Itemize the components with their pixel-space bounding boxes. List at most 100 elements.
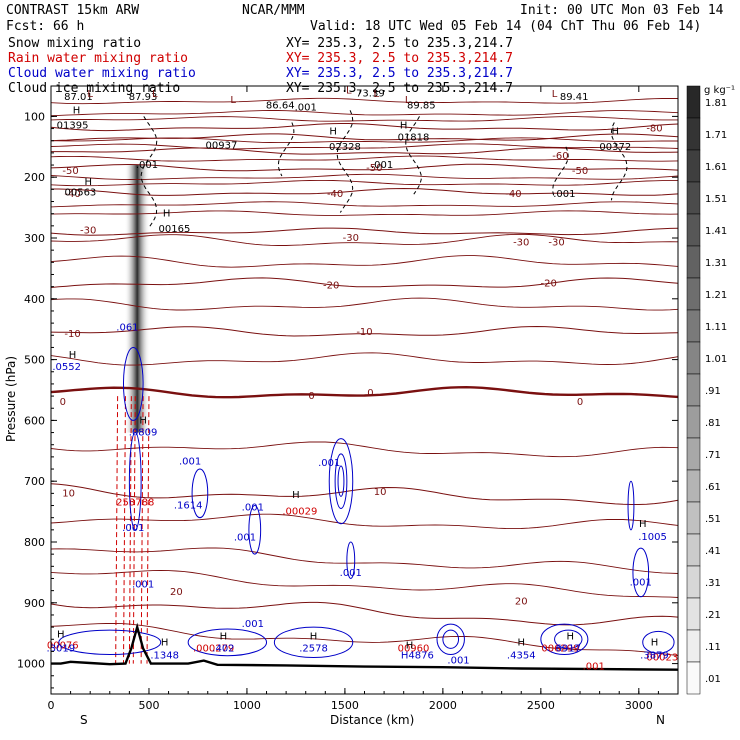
- colorbar-tick-label: .01: [705, 674, 721, 685]
- isotherm-aux: [51, 513, 678, 530]
- rain-label: 00960: [398, 643, 430, 654]
- isotherm-aux: [51, 110, 678, 117]
- y-tick-label: 700: [24, 475, 45, 488]
- temperature-label: 0: [367, 388, 373, 399]
- x-tick-label: 1500: [331, 699, 359, 712]
- temperature-label: -30: [80, 226, 96, 237]
- high-marker: H: [651, 637, 659, 648]
- colorbar-tick-label: 1.41: [705, 226, 727, 237]
- isotherm-aux: [51, 622, 678, 657]
- high-marker: H: [566, 631, 574, 642]
- colorbar-bin: [686, 437, 701, 471]
- cloud-water-label: .001: [318, 458, 340, 469]
- isotherm-aux: [51, 137, 678, 144]
- rain-contour: [140, 396, 144, 664]
- rain-contour: [128, 396, 132, 664]
- rain-contour: [122, 396, 126, 664]
- cloud-ice-contour: [610, 122, 628, 201]
- cloud-water-contour: [632, 547, 650, 598]
- cloud-water-label: .001: [447, 656, 469, 667]
- isotherm-aux: [51, 570, 678, 598]
- high-marker: H: [400, 121, 408, 132]
- cloud-water-contour: [337, 465, 345, 497]
- cloud-water-label: .2578: [299, 643, 328, 654]
- temperature-label: -20: [323, 280, 339, 291]
- temperature-label: 10: [62, 488, 75, 499]
- colorbar-tick-label: 1.21: [705, 290, 727, 301]
- cloud-ice-label: 01818: [398, 133, 430, 144]
- colorbar-bin: [686, 661, 701, 695]
- cloud-water-contour: [334, 453, 348, 510]
- colorbar-bin: [686, 149, 701, 183]
- rain-label: 006299: [541, 643, 579, 654]
- cloud-ice-label: 73.39: [356, 88, 385, 99]
- cloud-water-contour: [436, 623, 465, 655]
- cloud-ice-label: 00372: [599, 142, 631, 153]
- low-marker: L: [152, 89, 158, 100]
- x-tick-label: 1000: [233, 699, 261, 712]
- y-tick-label: 900: [24, 597, 45, 610]
- colorbar-tick-label: .11: [705, 642, 721, 653]
- y-tick-label: 400: [24, 293, 45, 306]
- colorbar-unit: g kg⁻¹: [704, 85, 735, 96]
- temperature-label: 0: [308, 391, 314, 402]
- terrain-line: [51, 622, 678, 671]
- cloud-ice-label: .001: [136, 160, 158, 171]
- isotherm--10: [51, 325, 678, 337]
- cloud-water-contour: [191, 468, 209, 519]
- low-marker: L: [346, 85, 352, 96]
- cloud-water-label: .001: [122, 523, 144, 534]
- temperature-label: 20: [515, 597, 528, 608]
- cloud-ice-contour: [277, 122, 295, 177]
- init-time: Init: 00 UTC Mon 03 Feb 14: [520, 3, 724, 18]
- high-marker: H: [163, 209, 171, 220]
- isotherm-aux: [51, 441, 678, 458]
- cloud-water-label: .0809: [129, 428, 158, 439]
- x-axis-north-label: N: [656, 713, 665, 727]
- temperature-label: -50: [62, 166, 78, 177]
- isotherm--60: [51, 147, 678, 155]
- cloud-ice-contour: [336, 110, 354, 213]
- temperature-label: -30: [343, 233, 359, 244]
- field-xy-snow: XY= 235.3, 2.5 to 235.3,214.7: [286, 36, 513, 51]
- colorbar-bin: [686, 85, 701, 119]
- temperature-label: -30: [513, 237, 529, 248]
- cloud-water-contour: [346, 541, 356, 579]
- colorbar-bin: [686, 405, 701, 439]
- isotherm--20: [51, 277, 678, 288]
- cloud-water-label: .0552: [52, 362, 81, 373]
- cloud-ice-label: 89.85: [407, 100, 436, 111]
- colorbar-tick-label: 1.81: [705, 98, 727, 109]
- low-marker: L: [87, 89, 93, 100]
- isotherm-0: [51, 385, 678, 399]
- colorbar: 1.81 1.71 1.61 1.51 1.41 1.31 1.21 1.11 1.01 .91.…: [686, 85, 727, 695]
- colorbar-tick-label: .51: [705, 514, 721, 525]
- isotherm-aux: [51, 97, 678, 105]
- y-tick-label: 500: [24, 354, 45, 367]
- model-title: CONTRAST 15km ARW: [6, 3, 139, 18]
- rain-label: 00023: [646, 653, 678, 664]
- cloud-water-label: .001: [132, 580, 154, 591]
- temperature-label: 0: [577, 397, 583, 408]
- x-axis-label: Distance (km): [330, 713, 414, 727]
- temperature-label: -60: [552, 151, 568, 162]
- isotherm-aux: [51, 116, 678, 122]
- colorbar-tick-label: .71: [705, 450, 721, 461]
- cloud-ice-label: 87.93: [129, 92, 158, 103]
- cloud-water-label: .061: [116, 322, 138, 333]
- cloud-ice-label: 01395: [57, 121, 89, 132]
- colorbar-bin: [686, 245, 701, 279]
- y-tick-label: 1000: [17, 658, 45, 671]
- isotherm--70: [51, 133, 678, 142]
- high-marker: H: [612, 127, 620, 138]
- high-marker: H: [406, 640, 414, 651]
- high-marker: H: [139, 415, 147, 426]
- isotherm-aux: [51, 297, 678, 311]
- rain-contour: [146, 396, 150, 664]
- high-marker: H: [639, 519, 647, 530]
- cloud-water-label: .001: [242, 502, 264, 513]
- high-marker: H: [292, 490, 300, 501]
- low-marker: L: [552, 89, 558, 100]
- center-label: NCAR/MMM: [242, 3, 305, 18]
